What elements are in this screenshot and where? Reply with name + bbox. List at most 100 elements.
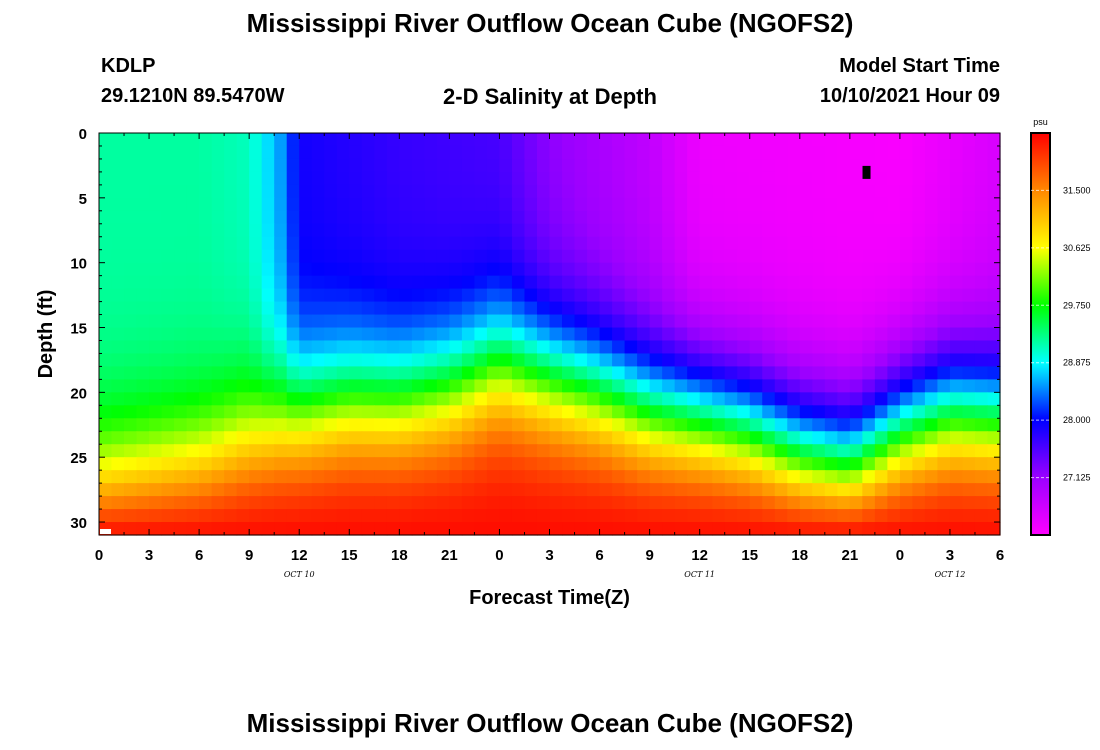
heatmap-cell [687, 496, 701, 510]
heatmap-cell [99, 327, 113, 342]
heatmap-cell [199, 509, 213, 523]
heatmap-cell [612, 145, 626, 160]
heatmap-cell [799, 223, 813, 238]
heatmap-cell [724, 509, 738, 523]
heatmap-cell [974, 327, 989, 342]
heatmap-cell [311, 509, 325, 523]
heatmap-cell [249, 314, 263, 329]
heatmap-cell [862, 418, 876, 432]
heatmap-cell [136, 223, 150, 238]
heatmap-cell [774, 379, 788, 393]
heatmap-cell [186, 301, 200, 316]
heatmap-cell [862, 470, 876, 484]
heatmap-cell [987, 444, 1001, 458]
heatmap-cell [699, 366, 713, 380]
heatmap-cell [799, 301, 813, 316]
heatmap-cell [124, 223, 138, 238]
heatmap-cell [637, 223, 651, 238]
heatmap-cell [249, 197, 263, 212]
heatmap-cell [349, 249, 363, 264]
heatmap-cell [837, 366, 851, 380]
heatmap-cell [361, 145, 375, 160]
heatmap-cell [737, 197, 751, 212]
heatmap-cell [424, 262, 438, 277]
heatmap-cell [211, 431, 225, 445]
heatmap-cell [186, 444, 200, 458]
heatmap-cell [524, 145, 538, 160]
heatmap-cell [562, 145, 576, 160]
heatmap-cell [749, 327, 763, 342]
heatmap-cell [587, 288, 601, 303]
heatmap-cell [374, 366, 388, 380]
heatmap-cell [749, 366, 763, 380]
heatmap-cell [812, 158, 826, 173]
heatmap-cell [199, 340, 213, 355]
heatmap-cell [274, 236, 288, 251]
heatmap-cell [712, 171, 726, 186]
heatmap-cell [599, 145, 613, 160]
heatmap-cell [361, 405, 375, 419]
heatmap-cell [161, 223, 175, 238]
heatmap-cell [624, 418, 638, 432]
heatmap-cell [549, 327, 563, 342]
heatmap-cell [937, 444, 951, 458]
heatmap-cell [111, 366, 125, 380]
heatmap-cell [599, 327, 613, 342]
heatmap-cell [324, 392, 338, 406]
heatmap-cell [612, 366, 626, 380]
heatmap-cell [511, 145, 526, 160]
heatmap-cell [912, 249, 926, 264]
heatmap-cell [336, 457, 350, 471]
heatmap-cell [924, 314, 939, 329]
heatmap-cell [674, 418, 688, 432]
heatmap-cell [174, 379, 188, 393]
heatmap-cell [549, 210, 563, 225]
heatmap-cell [699, 158, 713, 173]
heatmap-cell [124, 366, 138, 380]
heatmap-cell [299, 171, 313, 186]
heatmap-cell [399, 210, 413, 225]
heatmap-cell [324, 366, 338, 380]
heatmap-cell [574, 133, 588, 147]
heatmap-cell [987, 366, 1001, 380]
heatmap-cell [211, 522, 225, 536]
heatmap-cell [349, 496, 363, 510]
heatmap-cell [461, 353, 476, 368]
heatmap-cell [524, 210, 538, 225]
heatmap-cell [962, 392, 976, 406]
heatmap-cell [161, 236, 175, 251]
heatmap-cell [374, 470, 388, 484]
heatmap-cell [511, 171, 526, 186]
heatmap-cell [286, 496, 300, 510]
heatmap-cell [386, 522, 400, 536]
heatmap-cell [837, 145, 851, 160]
heatmap-cell [136, 470, 150, 484]
heatmap-cell [124, 314, 138, 329]
heatmap-cell [562, 392, 576, 406]
heatmap-cell [399, 314, 413, 329]
heatmap-cell [674, 171, 688, 186]
heatmap-cell [612, 158, 626, 173]
heatmap-cell [424, 353, 438, 368]
heatmap-cell [799, 457, 813, 471]
heatmap-cell [511, 418, 526, 432]
heatmap-cell [949, 509, 964, 523]
heatmap-cell [449, 405, 463, 419]
heatmap-cell [124, 327, 138, 342]
heatmap-cell [974, 522, 989, 536]
heatmap-cell [499, 133, 513, 147]
heatmap-cell [186, 483, 200, 497]
heatmap-cell [299, 353, 313, 368]
heatmap-cell [774, 405, 788, 419]
heatmap-cell [286, 457, 300, 471]
heatmap-cell [587, 314, 601, 329]
heatmap-cell [887, 288, 901, 303]
heatmap-cell [474, 197, 488, 212]
heatmap-cell [199, 496, 213, 510]
heatmap-cell [587, 171, 601, 186]
heatmap-cell [587, 431, 601, 445]
heatmap-cell [449, 392, 463, 406]
heatmap-cell [199, 262, 213, 277]
heatmap-cell [261, 314, 275, 329]
heatmap-cell [974, 496, 989, 510]
